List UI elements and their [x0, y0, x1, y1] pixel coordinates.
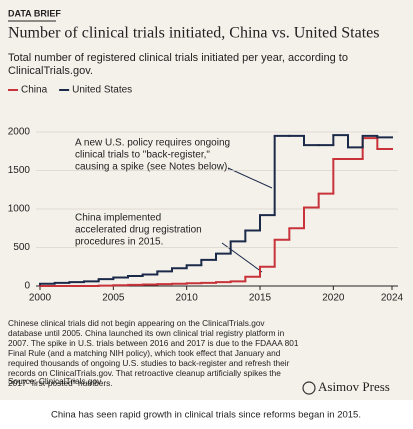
x-tick-label: 2000 — [29, 293, 52, 304]
subtitle: Total number of registered clinical tria… — [8, 52, 348, 64]
y-tick-label: 500 — [13, 242, 30, 253]
note: records on ClinicalTrials.gov. That retr… — [8, 368, 281, 378]
x-tick-label: 2024 — [381, 293, 404, 304]
annotation: procedures in 2015. — [75, 237, 163, 248]
chart-title: Number of clinical trials initiated, Chi… — [8, 25, 379, 42]
x-tick-label: 2005 — [102, 293, 125, 304]
x-tick-label: 2020 — [322, 293, 345, 304]
note: database until 2005. China launched its … — [8, 328, 285, 338]
y-tick-label: 1500 — [8, 165, 31, 176]
annotation: China implemented — [75, 213, 161, 224]
annotation: clinical trials to "back-register," — [75, 150, 210, 161]
x-tick-label: 2015 — [249, 293, 272, 304]
note: 2007. The spike in U.S. trials between 2… — [8, 338, 299, 348]
y-tick-label: 2000 — [8, 127, 31, 138]
legend-label: United States — [72, 85, 132, 96]
annotation-arrow — [227, 167, 273, 189]
annotation: accelerated drug registration — [75, 225, 202, 236]
source: Source: ClinicalTrials.gov — [8, 376, 102, 386]
note: 2017 "first-posted" numbers. — [8, 378, 113, 388]
x-tick-label: 2010 — [176, 293, 199, 304]
note: Chinese clinical trials did not begin ap… — [8, 318, 265, 328]
card — [0, 0, 413, 400]
note: required thousands of ongoing U.S. studi… — [8, 358, 290, 368]
annotation: A new U.S. policy requires ongoing — [75, 138, 230, 149]
y-tick-label: 0 — [24, 281, 30, 292]
legend-label: China — [21, 85, 48, 96]
caption: China has seen rapid growth in clinical … — [51, 410, 361, 421]
note: Final Rule (and a matching NIH policy), … — [8, 348, 281, 358]
kicker: DATA BRIEF — [8, 8, 61, 18]
annotation: causing a spike (see Notes below). — [75, 162, 230, 173]
subtitle: ClinicalTrials.gov. — [8, 65, 93, 77]
brand: Asimov Press — [318, 379, 390, 394]
y-tick-label: 1000 — [8, 204, 31, 215]
brand-logo — [302, 381, 316, 395]
